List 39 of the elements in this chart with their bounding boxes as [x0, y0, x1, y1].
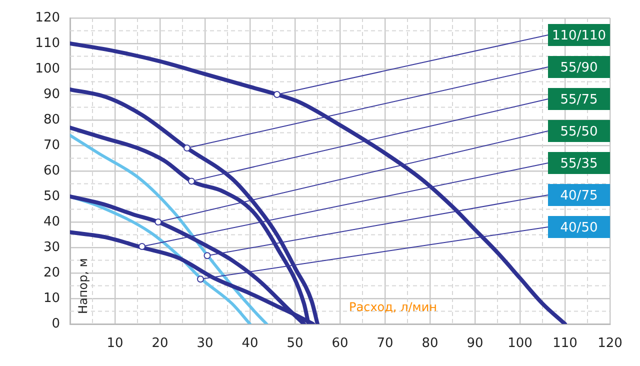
y-tick-label: 0 [52, 316, 60, 332]
annotation: 55/35 [560, 156, 598, 172]
y-tick-label: 10 [43, 290, 60, 306]
x-tick-label: 30 [196, 336, 214, 352]
x-tick-label: 10 [106, 336, 124, 352]
x-tick-label: 40 [242, 336, 258, 352]
point [274, 91, 280, 98]
x-tick-label: 50 [286, 336, 304, 352]
y-tick-label: 30 [43, 240, 60, 255]
x-tick-label: 70 [376, 336, 394, 352]
annotation: 40/50 [560, 220, 598, 236]
x-tick-label: 110 [552, 336, 578, 352]
y-tick-label: 90 [43, 86, 60, 102]
y-axis-title: Напор, м [76, 258, 90, 314]
annotation: 110/110 [552, 28, 606, 44]
point [188, 178, 195, 185]
point [184, 144, 190, 152]
x-tick-label: 100 [508, 336, 532, 352]
x-tick-label: 120 [598, 336, 622, 352]
x-tick-label: 90 [466, 336, 484, 352]
y-tick-label: 100 [35, 61, 60, 76]
y-tick-label: 120 [35, 10, 60, 26]
x-tick-label: 20 [152, 336, 168, 352]
x-tick-label: 80 [422, 336, 438, 352]
y-tick-label: 70 [43, 138, 60, 153]
annotation: 55/75 [560, 92, 598, 108]
x-axis-title: Расход, л/мин [349, 300, 437, 314]
line-series [70, 134, 268, 324]
y-tick-label: 40 [43, 214, 60, 230]
annotation: 55/50 [560, 124, 598, 140]
y-tick-label: 80 [43, 112, 60, 128]
annotation: 55/90 [560, 60, 598, 76]
y-tick-label: 50 [43, 188, 60, 204]
annotation: 40/75 [560, 188, 598, 204]
y-tick-label: 110 [35, 36, 60, 51]
y-tick-label: 20 [43, 265, 60, 280]
point [154, 218, 162, 226]
x-tick-label: 60 [332, 336, 348, 352]
y-tick-label: 60 [43, 163, 60, 178]
